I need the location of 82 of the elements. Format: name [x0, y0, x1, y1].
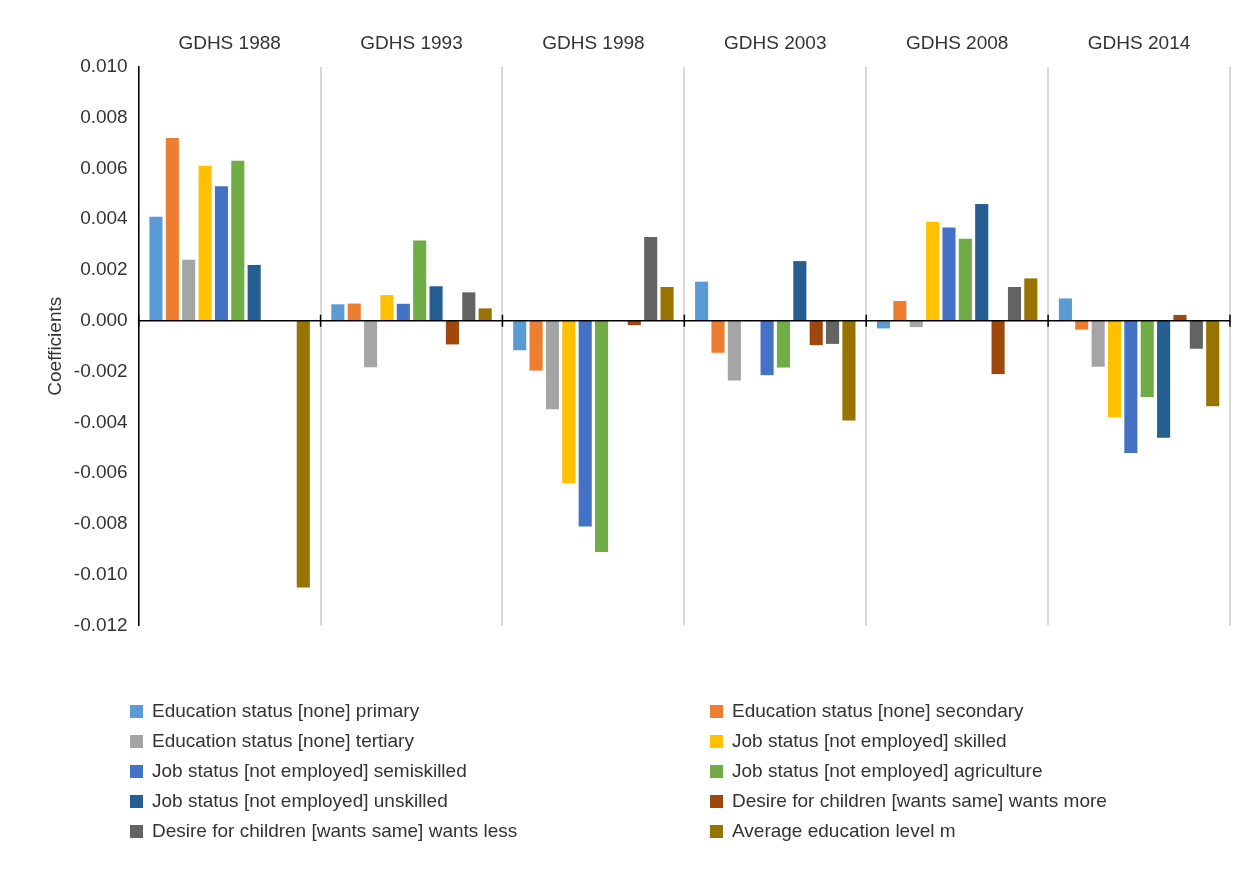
bar [182, 259, 196, 321]
y-tick-label: 0.006 [80, 156, 128, 178]
y-tick-label: 0.000 [80, 309, 128, 331]
legend-label: Desire for children [wants same] wants more [732, 790, 1107, 812]
bar [331, 304, 345, 321]
bar [760, 320, 774, 376]
legend-label: Education status [none] primary [152, 700, 420, 722]
bar [429, 286, 443, 321]
legend-label: Job status [not employed] unskilled [152, 790, 448, 812]
y-tick-label: -0.010 [73, 563, 128, 585]
bar [1124, 320, 1138, 453]
bar [1189, 320, 1203, 349]
bar [1024, 278, 1038, 321]
bar [462, 292, 476, 321]
legend-label: Job status [not employed] skilled [732, 730, 1007, 752]
bar [942, 227, 956, 321]
bar [595, 320, 609, 552]
y-tick-label: -0.012 [73, 613, 128, 635]
bar [1107, 320, 1122, 418]
bar [149, 216, 163, 321]
bar [165, 137, 179, 321]
bar [842, 320, 856, 421]
x-tick-label: GDHS 2003 [724, 31, 827, 53]
bar [644, 236, 658, 321]
bar [445, 320, 459, 345]
bar [1075, 320, 1089, 330]
bar [1140, 320, 1154, 397]
bar [380, 295, 394, 321]
bar [214, 186, 228, 321]
bar [413, 240, 427, 321]
bar [1173, 314, 1187, 321]
bar [396, 303, 410, 321]
bar [727, 320, 741, 381]
bar [562, 320, 576, 484]
bar [1091, 320, 1105, 367]
y-tick-label: 0.004 [80, 207, 129, 229]
bar [231, 160, 245, 321]
bar [711, 320, 725, 353]
bar [926, 221, 940, 321]
bar [776, 320, 791, 368]
bar [809, 320, 823, 346]
y-tick-label: -0.004 [73, 410, 129, 432]
bar [660, 287, 674, 321]
y-tick-label: -0.008 [73, 512, 128, 534]
x-tick-label: GDHS 1988 [178, 31, 281, 53]
y-tick-label: 0.002 [80, 258, 128, 280]
bar [958, 238, 972, 321]
bar [529, 320, 543, 371]
legend-label: Job status [not employed] agriculture [732, 760, 1043, 782]
bar [1157, 320, 1171, 438]
y-tick-label: -0.006 [73, 461, 128, 483]
bar [578, 320, 592, 527]
x-tick-label: GDHS 2014 [1087, 31, 1191, 53]
y-axis-title: Coefficients [43, 296, 65, 396]
x-tick-label: GDHS 1998 [542, 31, 645, 53]
bar [198, 165, 212, 321]
legend-label: Education status [none] secondary [732, 700, 1024, 722]
bar [695, 281, 709, 321]
legend-label: Desire for children [wants same] wants less [152, 820, 518, 842]
legend-label: Job status [not employed] semiskilled [152, 760, 467, 782]
bar [347, 303, 361, 321]
bar [545, 320, 560, 410]
bar [893, 300, 907, 321]
bar [826, 320, 840, 344]
bar [793, 261, 807, 321]
bar [364, 320, 378, 368]
bar [1206, 320, 1220, 407]
bar [296, 320, 310, 588]
bar [478, 308, 492, 321]
bar [975, 203, 989, 321]
y-tick-label: 0.008 [80, 105, 128, 127]
bar [991, 320, 1005, 375]
bar [247, 264, 261, 321]
bar [1007, 287, 1022, 321]
legend-label: Average education level m [732, 820, 956, 842]
legend-label: Education status [none] tertiary [152, 730, 414, 752]
bar [1058, 298, 1072, 321]
y-tick-label: -0.002 [73, 359, 128, 381]
x-tick-label: GDHS 2008 [905, 31, 1009, 53]
y-tick-label: 0.010 [80, 55, 128, 77]
x-tick-label: GDHS 1993 [360, 31, 463, 53]
bar [513, 320, 527, 351]
